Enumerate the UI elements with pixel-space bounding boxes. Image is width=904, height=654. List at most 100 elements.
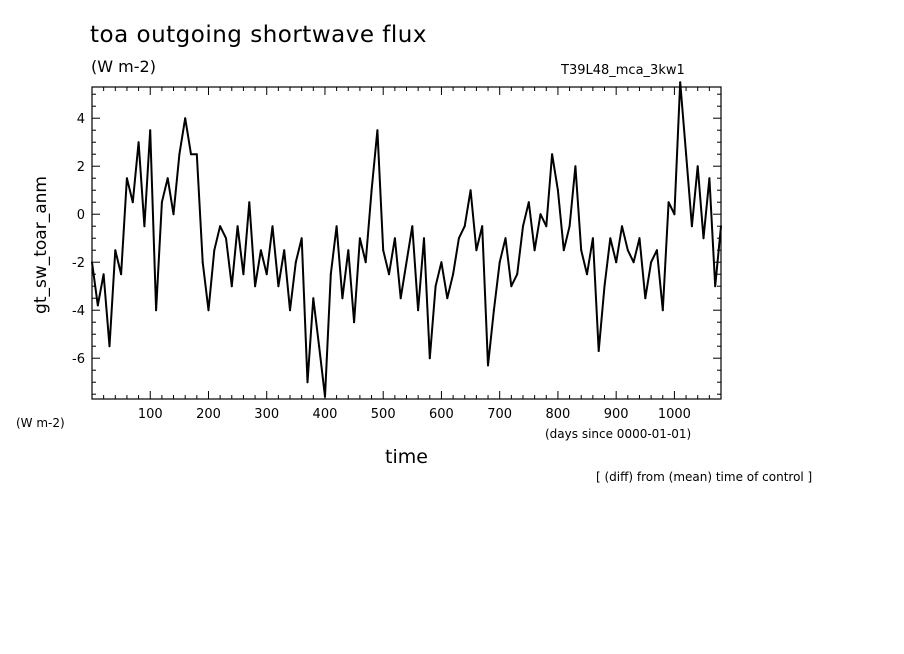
- data-point: [236, 225, 239, 228]
- major-ticks: [92, 87, 721, 399]
- data-point: [347, 249, 350, 252]
- data-point: [137, 141, 140, 144]
- data-point: [370, 189, 373, 192]
- x-tick-label: 300: [254, 407, 279, 422]
- data-point: [475, 249, 478, 252]
- data-point: [120, 273, 123, 276]
- data-point: [679, 81, 682, 84]
- data-point: [516, 273, 519, 276]
- comparison-note: [ (diff) from (mean) time of control ]: [596, 470, 813, 484]
- data-point: [603, 285, 606, 288]
- data-point: [195, 153, 198, 156]
- data-point: [283, 249, 286, 252]
- data-point: [440, 261, 443, 264]
- data-point: [527, 201, 530, 204]
- data-point: [481, 225, 484, 228]
- chart-title: toa outgoing shortwave flux: [90, 22, 427, 48]
- data-point: [457, 237, 460, 240]
- y-axis-label: gt_sw_toar_anm: [31, 176, 51, 314]
- data-point: [498, 261, 501, 264]
- data-point: [562, 249, 565, 252]
- data-point: [242, 273, 245, 276]
- data-point: [265, 273, 268, 276]
- data-point: [96, 304, 99, 307]
- x-tick-labels: 100 200 300 400 500 600 700 800 900 1000: [138, 407, 691, 422]
- data-point: [417, 309, 420, 312]
- data-point: [213, 249, 216, 252]
- data-point: [626, 249, 629, 252]
- data-point: [329, 273, 332, 276]
- data-point: [556, 189, 559, 192]
- data-point: [545, 225, 548, 228]
- data-point: [294, 261, 297, 264]
- data-point: [312, 297, 315, 300]
- data-point: [434, 285, 437, 288]
- x-tick-label: 700: [487, 407, 512, 422]
- data-point: [393, 237, 396, 240]
- data-point: [306, 381, 309, 384]
- data-point: [615, 261, 618, 264]
- data-point: [428, 357, 431, 360]
- y-tick-label: -2: [72, 256, 85, 271]
- data-point: [685, 153, 688, 156]
- data-point: [551, 153, 554, 156]
- data-point: [620, 225, 623, 228]
- data-point: [574, 165, 577, 168]
- data-point: [568, 225, 571, 228]
- data-point: [405, 261, 408, 264]
- data-point: [230, 285, 233, 288]
- data-point: [300, 237, 303, 240]
- data-point: [452, 273, 455, 276]
- y-tick-label: -4: [72, 304, 85, 319]
- data-point: [644, 297, 647, 300]
- x-axis-units: (days since 0000-01-01): [545, 427, 692, 441]
- chart-units: (W m-2): [91, 57, 156, 76]
- data-point: [696, 165, 699, 168]
- run-label: T39L48_mca_3kw1: [561, 63, 685, 78]
- data-point: [364, 261, 367, 264]
- x-tick-label: 500: [371, 407, 396, 422]
- data-point: [521, 225, 524, 228]
- data-point: [190, 153, 193, 156]
- data-point: [382, 249, 385, 252]
- data-point: [248, 201, 251, 204]
- data-point: [219, 225, 222, 228]
- data-point: [131, 201, 134, 204]
- x-axis-label: time: [385, 446, 428, 468]
- data-point: [492, 309, 495, 312]
- data-point: [661, 309, 664, 312]
- data-point: [358, 237, 361, 240]
- data-point: [289, 309, 292, 312]
- x-tick-label: 200: [196, 407, 221, 422]
- y-tick-label: 2: [77, 160, 85, 175]
- data-point: [708, 177, 711, 180]
- data-point: [102, 273, 105, 276]
- data-point: [149, 129, 152, 132]
- data-point: [114, 249, 117, 252]
- data-point: [650, 261, 653, 264]
- data-point: [277, 285, 280, 288]
- data-point: [254, 285, 257, 288]
- x-tick-label: 900: [604, 407, 629, 422]
- x-tick-label: 100: [138, 407, 163, 422]
- data-point: [591, 237, 594, 240]
- data-points: [91, 81, 722, 398]
- data-point: [353, 321, 356, 324]
- data-point: [504, 237, 507, 240]
- data-point: [533, 249, 536, 252]
- data-point: [224, 237, 227, 240]
- data-point: [463, 225, 466, 228]
- data-point: [207, 309, 210, 312]
- data-point: [673, 213, 676, 216]
- data-point: [446, 297, 449, 300]
- data-point: [714, 285, 717, 288]
- data-point: [609, 237, 612, 240]
- data-point: [201, 261, 204, 264]
- data-point: [667, 201, 670, 204]
- minor-ticks: [92, 87, 721, 399]
- y-axis-units: (W m-2): [16, 416, 65, 430]
- data-point: [720, 225, 722, 228]
- y-tick-label: -6: [72, 352, 85, 367]
